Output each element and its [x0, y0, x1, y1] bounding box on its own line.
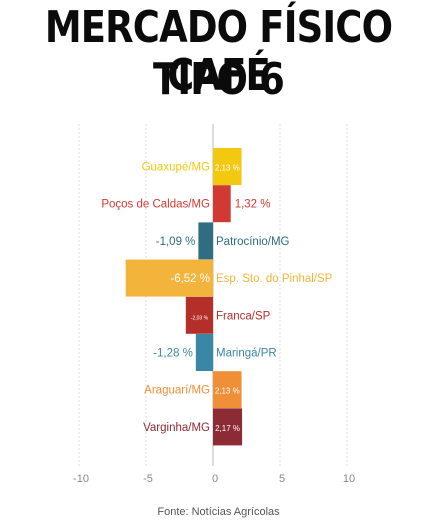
value-label: -1,09 %	[156, 236, 196, 248]
x-tick-label: -5	[143, 473, 153, 485]
bar	[213, 185, 231, 223]
x-tick-label: -10	[73, 473, 89, 485]
chart-title-line-1: MERCADO FÍSICO CAFÉ	[44, 2, 393, 101]
x-tick-label: 0	[212, 473, 218, 485]
bar	[213, 371, 242, 409]
category-label: Patrocínio/MG	[216, 236, 290, 248]
chart-source: Fonte: Notícias Agrícolas	[157, 506, 280, 518]
value-label: 2,13 %	[215, 164, 240, 173]
value-label: 1,32 %	[235, 199, 271, 211]
category-label: Poços de Caldas/MG	[101, 199, 210, 211]
value-label: -6,52 %	[170, 273, 210, 285]
category-label: Maringá/PR	[216, 348, 277, 360]
value-label: -2,03 %	[191, 315, 209, 321]
value-label: 2,13 %	[215, 387, 240, 396]
bar	[195, 334, 213, 371]
bar	[198, 222, 213, 260]
bar	[125, 259, 213, 297]
chart-title-line-2: TIPO 6	[152, 54, 285, 105]
category-label: Franca/SP	[216, 310, 271, 322]
category-label: Varginha/MG	[143, 422, 210, 434]
bar	[213, 148, 242, 185]
value-label: 2,17 %	[215, 424, 240, 433]
bar	[213, 408, 243, 446]
bar	[185, 296, 213, 334]
x-tick-label: 5	[279, 473, 285, 485]
category-label: Guaxupé/MG	[142, 162, 210, 174]
x-tick-label: 10	[343, 473, 355, 485]
category-label: Araguarí/MG	[144, 385, 210, 397]
value-label: -1,28 %	[153, 348, 193, 360]
category-label: Esp. Sto. do Pinhal/SP	[216, 273, 333, 285]
